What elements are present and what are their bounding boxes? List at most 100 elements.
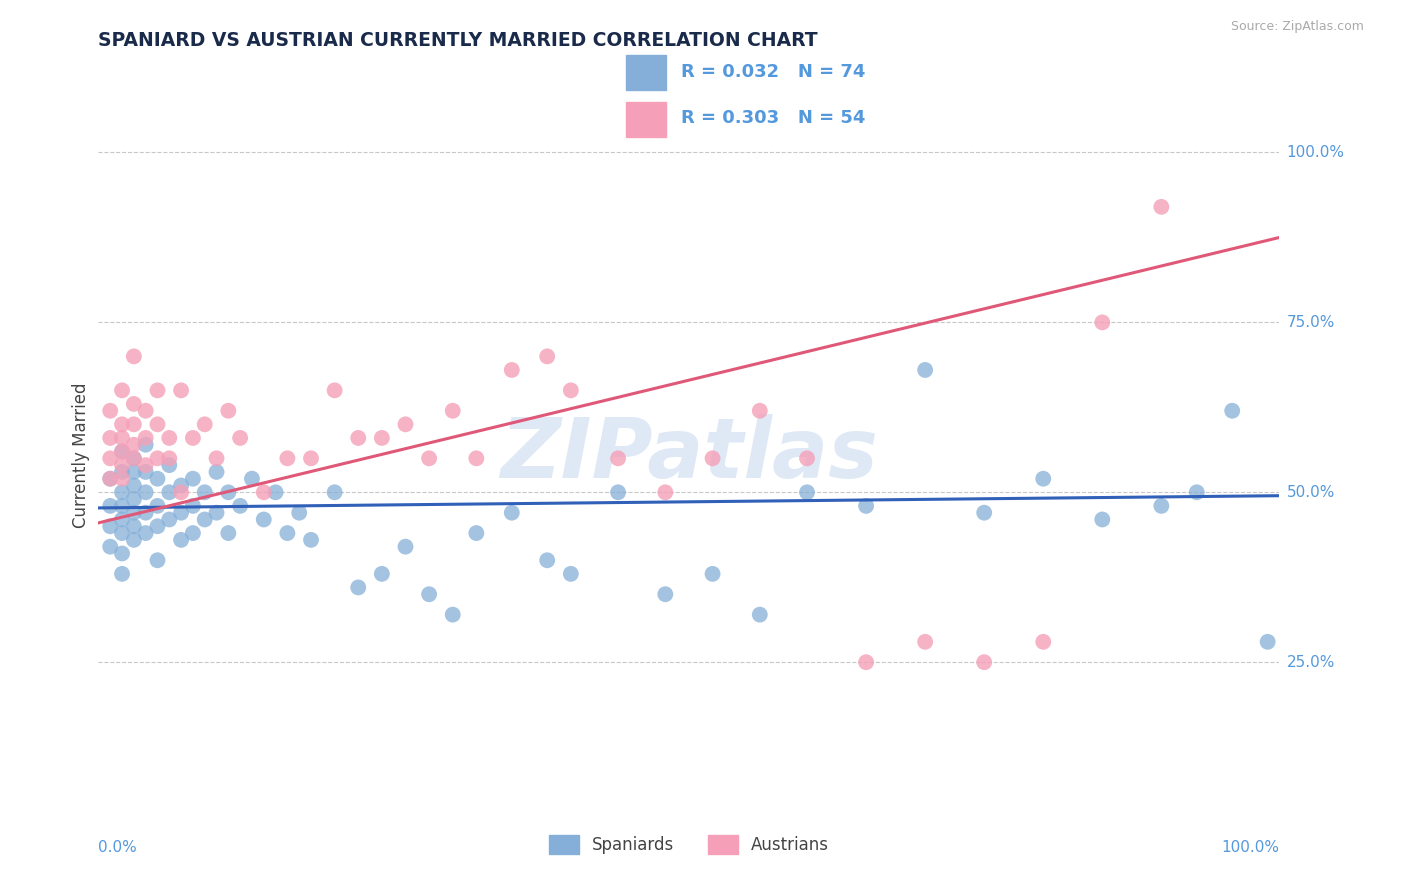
- Point: [702, 566, 724, 581]
- Point: [111, 472, 134, 486]
- Point: [122, 519, 145, 533]
- Point: [111, 546, 134, 560]
- Point: [170, 533, 193, 547]
- Point: [135, 506, 157, 520]
- Point: [796, 451, 818, 466]
- Point: [181, 499, 204, 513]
- Point: [855, 655, 877, 669]
- Point: [170, 384, 193, 398]
- Point: [323, 485, 346, 500]
- Point: [170, 485, 193, 500]
- Point: [146, 553, 169, 567]
- Point: [170, 478, 193, 492]
- Point: [748, 403, 770, 417]
- Point: [371, 431, 394, 445]
- Point: [122, 350, 145, 364]
- Point: [122, 451, 145, 466]
- Text: 0.0%: 0.0%: [98, 840, 138, 855]
- Point: [122, 451, 145, 466]
- Text: R = 0.303   N = 54: R = 0.303 N = 54: [681, 110, 866, 128]
- Point: [111, 431, 134, 445]
- Point: [98, 451, 121, 466]
- Text: R = 0.032   N = 74: R = 0.032 N = 74: [681, 63, 866, 81]
- Point: [253, 485, 276, 500]
- Point: [98, 431, 121, 445]
- Point: [1257, 635, 1279, 649]
- Point: [135, 526, 157, 541]
- Point: [299, 533, 322, 547]
- Point: [394, 540, 416, 554]
- Point: [122, 478, 145, 492]
- Point: [1091, 512, 1114, 526]
- Point: [1150, 200, 1173, 214]
- Point: [607, 485, 630, 500]
- Point: [111, 566, 134, 581]
- Bar: [626, 102, 666, 137]
- Point: [146, 499, 169, 513]
- Point: [122, 397, 145, 411]
- Point: [654, 485, 676, 500]
- Point: [146, 451, 169, 466]
- Point: [276, 526, 298, 541]
- Point: [111, 499, 134, 513]
- Point: [122, 417, 145, 432]
- Point: [98, 499, 121, 513]
- Point: [1150, 499, 1173, 513]
- Point: [135, 458, 157, 472]
- Point: [111, 384, 134, 398]
- Point: [194, 485, 217, 500]
- Point: [371, 566, 394, 581]
- Point: [217, 485, 239, 500]
- Point: [394, 417, 416, 432]
- Point: [560, 566, 582, 581]
- Point: [205, 506, 228, 520]
- Point: [111, 458, 134, 472]
- Text: 100.0%: 100.0%: [1286, 145, 1344, 160]
- Point: [347, 581, 370, 595]
- Point: [1091, 315, 1114, 329]
- Text: 75.0%: 75.0%: [1286, 315, 1334, 330]
- Point: [205, 451, 228, 466]
- Point: [181, 472, 204, 486]
- Point: [536, 350, 558, 364]
- Point: [157, 458, 180, 472]
- Point: [299, 451, 322, 466]
- Point: [973, 655, 995, 669]
- Point: [111, 485, 134, 500]
- Point: [122, 533, 145, 547]
- Point: [122, 438, 145, 452]
- Point: [111, 512, 134, 526]
- Y-axis label: Currently Married: Currently Married: [72, 382, 90, 528]
- Point: [157, 485, 180, 500]
- Point: [111, 526, 134, 541]
- Point: [217, 526, 239, 541]
- Point: [748, 607, 770, 622]
- Point: [111, 465, 134, 479]
- Point: [146, 519, 169, 533]
- Point: [914, 363, 936, 377]
- Point: [323, 384, 346, 398]
- Text: Source: ZipAtlas.com: Source: ZipAtlas.com: [1230, 20, 1364, 33]
- Point: [135, 403, 157, 417]
- Point: [181, 431, 204, 445]
- Point: [276, 451, 298, 466]
- Point: [135, 465, 157, 479]
- Text: 25.0%: 25.0%: [1286, 655, 1334, 670]
- Point: [146, 472, 169, 486]
- Point: [229, 431, 252, 445]
- Point: [418, 587, 440, 601]
- Point: [253, 512, 276, 526]
- Point: [229, 499, 252, 513]
- Point: [418, 451, 440, 466]
- Point: [135, 438, 157, 452]
- Point: [122, 465, 145, 479]
- Point: [607, 451, 630, 466]
- Point: [135, 485, 157, 500]
- Point: [1220, 403, 1243, 417]
- Point: [240, 472, 263, 486]
- Point: [205, 465, 228, 479]
- Point: [1185, 485, 1208, 500]
- Point: [181, 526, 204, 541]
- Point: [1032, 635, 1054, 649]
- Point: [157, 451, 180, 466]
